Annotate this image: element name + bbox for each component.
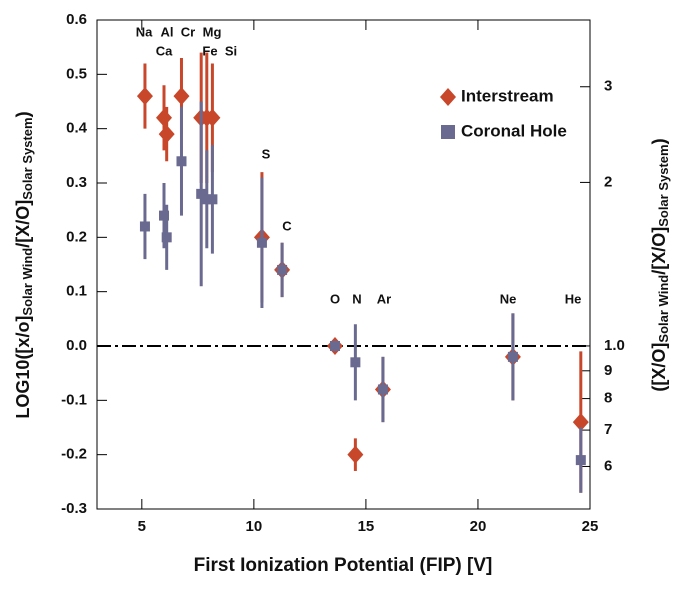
marker — [204, 108, 221, 127]
x-tick-label: 25 — [582, 518, 599, 535]
marker — [173, 87, 190, 106]
element-label: N — [352, 291, 361, 306]
element-label: Ne — [500, 291, 517, 306]
legend-label: Coronal Hole — [461, 121, 567, 140]
y2-tick-label: 6 — [604, 457, 612, 474]
y2-axis-title-sub: Solar Wind — [656, 275, 671, 343]
y-axis-title-part: LOG10([x/o] — [13, 316, 33, 419]
x-tick-label: 15 — [358, 518, 375, 535]
x-tick-label: 10 — [246, 518, 263, 535]
marker — [159, 210, 170, 221]
y2-axis-title-part: ) — [649, 138, 669, 144]
y-tick-label: 0.6 — [66, 11, 87, 28]
y2-tick-label: 1.0 — [604, 337, 625, 354]
marker — [329, 341, 340, 351]
plot-frame — [96, 19, 591, 510]
marker — [201, 194, 212, 205]
y-axis-title: LOG10([x/o]Solar Wind/[X/O]Solar System) — [13, 111, 36, 418]
element-label: Ar — [377, 291, 391, 306]
y-tick-label: -0.2 — [61, 446, 87, 463]
element-label: He — [565, 291, 582, 306]
element-label: O — [330, 291, 340, 306]
y2-tick-label: 7 — [604, 421, 612, 438]
marker — [507, 351, 518, 362]
y-axis-title-sub: Solar Wind — [20, 248, 35, 316]
y-tick-label: 0.4 — [66, 120, 88, 137]
y-tick-label: -0.3 — [61, 500, 87, 517]
element-label: S — [262, 146, 271, 161]
x-axis-title: First Ionization Potential (FIP) [V] — [194, 555, 493, 576]
y-axis-title-part: /[X/O] — [13, 200, 33, 248]
y-axis-title-part: ) — [13, 111, 33, 117]
element-label: Mg — [203, 24, 222, 39]
y2-tick-label: 9 — [604, 362, 612, 379]
y2-tick-label: 2 — [604, 173, 612, 190]
marker — [377, 384, 388, 395]
y2-axis-title-sub: Solar System — [656, 144, 671, 226]
y-tick-label: 0.3 — [66, 174, 87, 191]
x-tick-label: 20 — [470, 518, 487, 535]
y-tick-label: 0.2 — [66, 228, 87, 245]
legend-marker — [440, 88, 456, 106]
y2-axis-title-part: ([X/O] — [649, 343, 669, 392]
y-tick-label: -0.1 — [61, 391, 87, 408]
y2-axis-title-part: /[X/O] — [649, 227, 669, 275]
x-tick-label: 5 — [138, 518, 146, 535]
marker — [156, 108, 173, 127]
y2-axis-title: ([X/O]Solar Wind/[X/O]Solar System) — [649, 138, 672, 391]
y-tick-label: 0.5 — [66, 65, 87, 82]
marker — [277, 264, 288, 275]
element-label: C — [282, 218, 292, 233]
marker — [139, 221, 150, 232]
element-label: Si — [225, 43, 237, 58]
marker — [575, 455, 586, 466]
y2-tick-label: 3 — [604, 78, 612, 95]
marker — [158, 125, 175, 144]
marker — [256, 237, 267, 248]
marker — [572, 413, 589, 432]
y-axis-title-sub: Solar System — [20, 117, 35, 199]
legend-marker — [441, 125, 455, 139]
marker — [176, 156, 187, 167]
marker — [136, 87, 153, 106]
marker — [347, 445, 364, 464]
element-label: Ca — [156, 43, 173, 58]
y-tick-label: 0.0 — [66, 337, 87, 354]
marker — [161, 232, 172, 243]
marker — [350, 357, 361, 368]
marker — [196, 188, 207, 199]
y2-tick-label: 8 — [604, 390, 612, 407]
legend-label: Interstream — [461, 86, 554, 105]
element-label: Na — [136, 24, 153, 39]
element-label: Al — [161, 24, 174, 39]
marker — [207, 194, 218, 205]
y-tick-label: 0.1 — [66, 283, 87, 300]
element-label: Cr — [181, 24, 195, 39]
element-label: Fe — [202, 43, 217, 58]
